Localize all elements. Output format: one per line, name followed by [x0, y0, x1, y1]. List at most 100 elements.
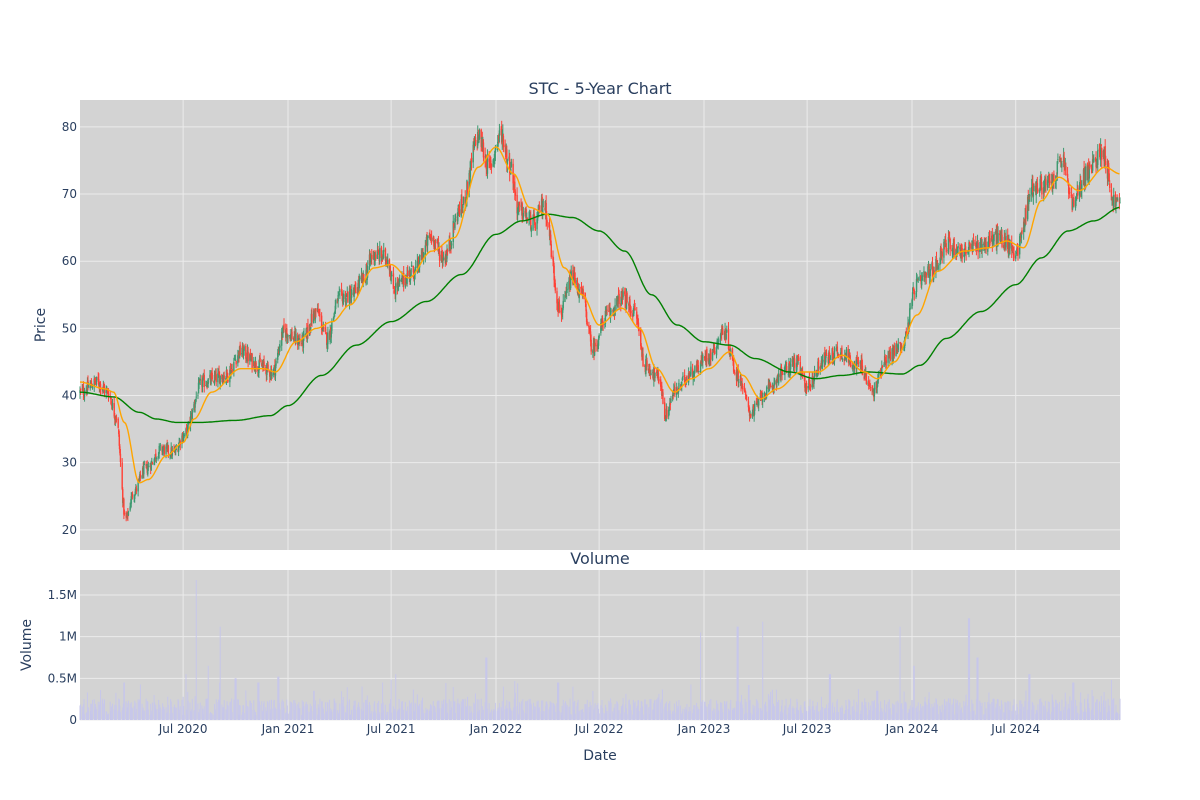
volume-bar: [540, 711, 542, 720]
volume-bar: [664, 703, 666, 720]
volume-bar: [896, 712, 898, 720]
volume-bar: [173, 706, 175, 720]
volume-bar: [928, 692, 930, 720]
candle-body: [207, 378, 209, 384]
volume-bar: [338, 713, 340, 720]
volume-bar: [828, 702, 830, 720]
volume-bar: [325, 702, 327, 720]
volume-bar: [386, 711, 388, 720]
volume-bar: [940, 711, 942, 720]
volume-bar: [391, 712, 393, 720]
x-tick-label: Jul 2020: [158, 722, 208, 736]
candle-body: [1046, 180, 1049, 188]
volume-bar: [640, 701, 642, 720]
volume-bar: [1067, 709, 1069, 720]
volume-bar: [358, 706, 360, 720]
candle-body: [841, 358, 844, 360]
candle-body: [804, 377, 806, 388]
volume-bar: [658, 693, 660, 720]
volume-bar: [444, 699, 446, 720]
volume-bar: [226, 701, 228, 720]
volume-bar: [796, 698, 798, 720]
volume-bar: [253, 709, 255, 720]
candle-body: [620, 291, 623, 305]
candle-body: [612, 310, 614, 312]
volume-bar: [388, 704, 390, 720]
volume-bar: [395, 674, 397, 720]
volume-bar: [696, 710, 698, 720]
volume-bar: [553, 704, 555, 720]
volume-axis-title: Volume: [19, 619, 35, 671]
volume-bar: [285, 713, 287, 720]
volume-bar: [594, 703, 596, 720]
candle-body: [269, 371, 271, 377]
candle-body: [885, 360, 888, 364]
volume-bar: [893, 704, 895, 720]
candle-body: [840, 352, 842, 356]
volume-bar: [261, 710, 263, 720]
volume-bar: [1004, 701, 1006, 720]
candle-body: [1111, 196, 1113, 199]
volume-bar: [589, 701, 591, 720]
volume-bar: [721, 702, 723, 720]
candle-body: [992, 240, 994, 244]
candle-body: [678, 382, 680, 389]
volume-bar: [642, 714, 644, 720]
candle-body: [629, 299, 631, 311]
volume-bar: [557, 682, 559, 720]
candle-body: [957, 246, 959, 248]
volume-bar: [977, 657, 979, 720]
volume-bar: [394, 708, 396, 720]
volume-bar: [326, 711, 328, 720]
volume-bar: [1076, 705, 1078, 720]
candle-body: [772, 386, 775, 390]
volume-bar: [969, 618, 971, 720]
volume-bar: [420, 700, 422, 720]
volume-bar: [251, 710, 253, 720]
volume-bar: [877, 703, 879, 720]
volume-bar: [831, 705, 833, 720]
candle-body: [138, 478, 140, 480]
candle-body: [1035, 188, 1037, 196]
volume-bar: [985, 713, 987, 720]
candle-body: [807, 386, 809, 389]
candle-body: [1056, 161, 1059, 175]
volume-bar: [229, 702, 231, 720]
candle-body: [949, 239, 951, 250]
volume-bar: [96, 709, 98, 720]
volume-bar: [142, 707, 144, 720]
candle-body: [438, 249, 440, 250]
volume-bar: [662, 708, 664, 720]
volume-bar: [478, 699, 480, 720]
candle-body: [94, 377, 96, 382]
candle-body: [920, 278, 923, 286]
volume-bar: [158, 699, 160, 720]
candle-body: [230, 370, 232, 376]
volume-bar: [980, 705, 982, 720]
volume-bar: [621, 707, 623, 720]
volume-bar: [106, 714, 108, 720]
volume-bar: [925, 704, 927, 720]
volume-bar: [845, 705, 847, 720]
candle-body: [134, 491, 136, 496]
volume-bar: [700, 706, 702, 720]
volume-bar: [816, 702, 818, 720]
volume-bar: [933, 702, 935, 720]
volume-bar: [672, 710, 674, 720]
volume-bar: [915, 708, 917, 720]
candle-body: [561, 313, 563, 315]
candle-body: [1030, 186, 1033, 195]
candle-body: [413, 276, 416, 280]
candle-body: [674, 387, 676, 395]
volume-bar: [582, 709, 584, 720]
volume-bar: [493, 709, 495, 720]
volume-bar: [146, 700, 148, 720]
volume-bar: [410, 711, 412, 720]
candle-body: [837, 353, 840, 356]
candle-body: [1012, 246, 1014, 251]
volume-bar: [738, 701, 740, 720]
volume-bar: [989, 703, 991, 720]
candle-body: [897, 344, 900, 350]
candle-body: [233, 361, 235, 373]
volume-bar: [273, 699, 275, 720]
